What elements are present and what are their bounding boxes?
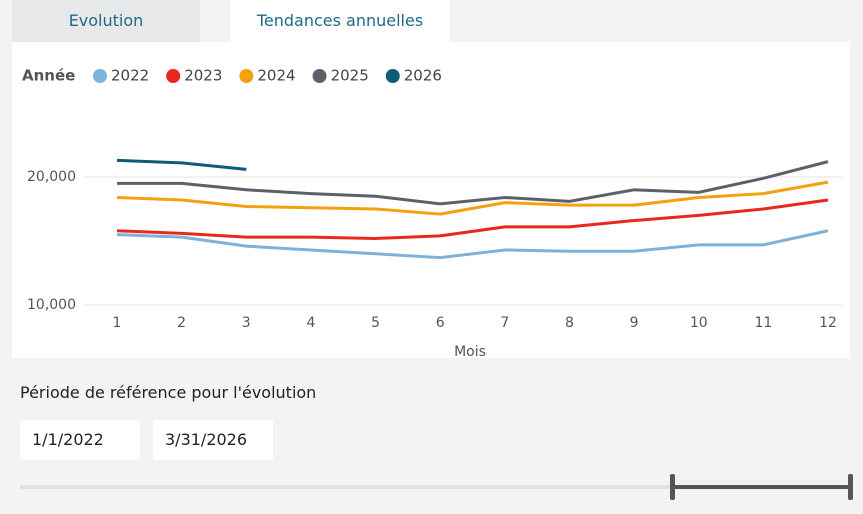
legend-label: 2026	[404, 67, 442, 85]
x-tick-label: 6	[436, 315, 445, 331]
series-line	[116, 158, 247, 171]
x-tick-label: 4	[306, 315, 315, 331]
series-line	[117, 160, 829, 206]
legend-marker	[93, 69, 107, 83]
series-line	[116, 198, 829, 240]
x-tick-label: 5	[371, 315, 380, 331]
legend-marker	[312, 69, 327, 83]
x-axis-label: Mois	[454, 344, 486, 360]
legend-label: 2022	[111, 67, 149, 85]
legend-label: 2025	[331, 67, 369, 85]
slider-handle[interactable]	[670, 474, 675, 500]
x-tick-label: 9	[630, 315, 639, 331]
x-tick-label: 3	[242, 315, 251, 331]
y-tick-label: 10,000	[27, 297, 76, 313]
legend-label: 2023	[184, 67, 222, 85]
series-line	[116, 180, 829, 216]
slider-track[interactable]	[20, 485, 852, 489]
section-label: Période de référence pour l'évolution	[20, 383, 317, 402]
x-tick-label: 2	[177, 315, 186, 331]
x-tick-label: 10	[690, 315, 708, 331]
legend-marker	[166, 69, 181, 83]
date-input[interactable]: 1/1/2022	[20, 420, 140, 460]
tab-active[interactable]: Tendances annuelles	[230, 0, 450, 42]
x-tick-label: 12	[819, 315, 837, 331]
date-input[interactable]: 3/31/2026	[153, 420, 273, 460]
slider-handle[interactable]	[848, 474, 853, 500]
legend-label: 2024	[257, 67, 295, 85]
y-tick-label: 20,000	[27, 169, 76, 185]
legend-title: Année	[22, 67, 75, 85]
legend-marker	[385, 69, 400, 83]
x-tick-label: 11	[754, 315, 772, 331]
series-line	[116, 229, 829, 260]
x-tick-label: 7	[500, 315, 509, 331]
slider-range[interactable]	[673, 485, 852, 489]
tab[interactable]: Evolution	[12, 0, 200, 42]
x-tick-label: 1	[113, 315, 122, 331]
x-tick-label: 8	[565, 315, 574, 331]
legend-marker	[239, 69, 254, 83]
